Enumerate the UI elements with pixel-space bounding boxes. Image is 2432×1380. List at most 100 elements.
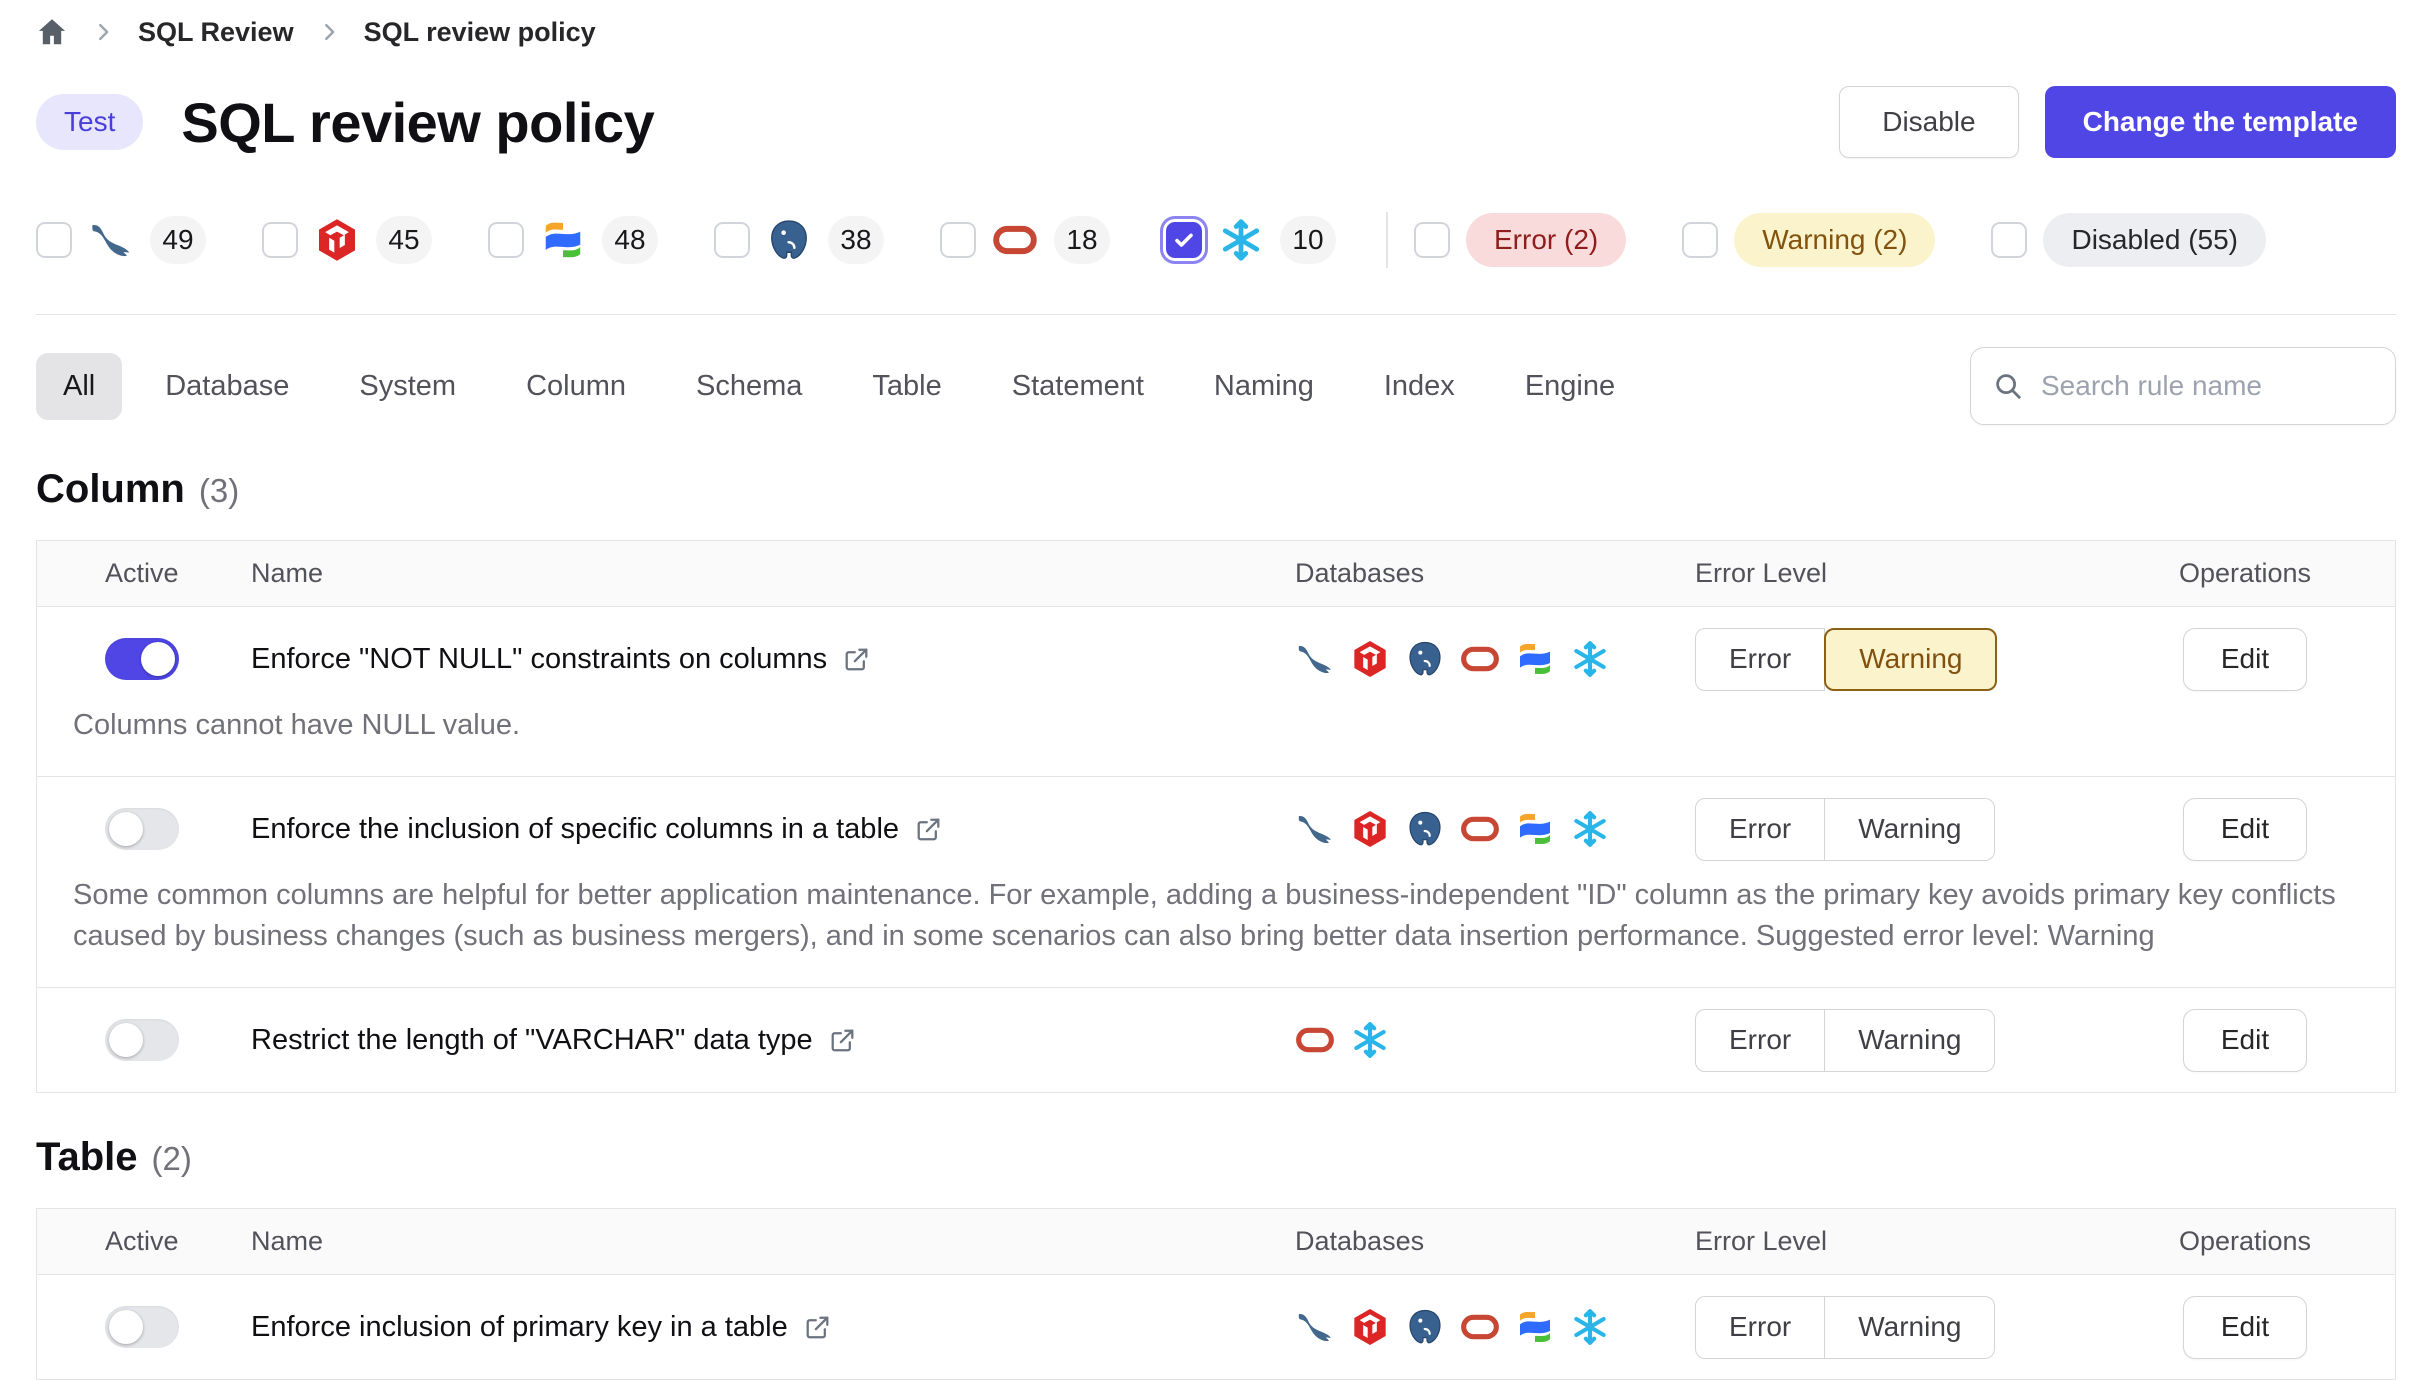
breadcrumb-current: SQL review policy <box>363 16 596 47</box>
toggle-knob <box>141 642 175 676</box>
active-toggle[interactable] <box>105 808 179 850</box>
mysql-icon <box>1295 1307 1335 1347</box>
rule-name-cell: Enforce "NOT NULL" constraints on column… <box>251 643 1295 676</box>
column-header-name: Name <box>251 558 324 588</box>
error-level-button[interactable]: Error <box>1695 1008 1826 1072</box>
warning-level-button[interactable]: Warning <box>1824 627 1998 691</box>
engine-filter-snowflake[interactable]: 10 <box>1160 216 1336 264</box>
checkbox[interactable] <box>36 222 72 258</box>
table-header-row: Active Name Databases Error Level Operations <box>37 1209 2395 1275</box>
external-link-icon[interactable] <box>804 1314 831 1341</box>
column-header-active: Active <box>105 558 179 588</box>
checkbox[interactable] <box>1991 222 2028 258</box>
rule-name: Restrict the length of "VARCHAR" data ty… <box>251 1023 813 1056</box>
disable-button[interactable]: Disable <box>1839 86 2019 158</box>
change-template-button[interactable]: Change the template <box>2044 86 2396 158</box>
rule-description: Columns cannot have NULL value. <box>73 709 521 741</box>
checkbox[interactable] <box>1414 222 1450 258</box>
column-header-name: Name <box>251 1226 324 1256</box>
filter-row: 49 45 48 38 18 10 Error (2) Warning (2) Disable… <box>36 212 2396 268</box>
checkbox[interactable] <box>1682 222 1719 258</box>
active-cell <box>37 808 251 850</box>
rule-row-main: Enforce "NOT NULL" constraints on column… <box>37 607 2395 711</box>
engine-filter-tidb[interactable]: 45 <box>262 216 432 264</box>
rule-name: Enforce "NOT NULL" constraints on column… <box>251 642 828 675</box>
engine-filter-oracle[interactable]: 18 <box>940 216 1110 264</box>
edit-button[interactable]: Edit <box>2182 627 2308 691</box>
edit-button[interactable]: Edit <box>2182 1295 2308 1359</box>
chevron-right-icon <box>318 21 340 43</box>
active-toggle[interactable] <box>105 638 179 680</box>
tab-naming[interactable]: Naming <box>1213 369 1314 402</box>
checkbox[interactable] <box>488 222 524 258</box>
engine-rule-count: 18 <box>1054 216 1110 264</box>
checkbox[interactable] <box>940 222 976 258</box>
mysql-icon <box>1295 809 1335 849</box>
mysql-icon <box>1295 639 1335 679</box>
home-icon[interactable] <box>36 16 68 48</box>
error-filter[interactable]: Error (2) <box>1414 213 1627 267</box>
external-link-icon[interactable] <box>915 816 942 843</box>
engine-filter-mysql[interactable]: 49 <box>36 216 206 264</box>
tab-database[interactable]: Database <box>165 369 290 402</box>
operations-cell: Edit <box>2095 797 2395 861</box>
oceanbase-icon <box>1515 1307 1555 1347</box>
postgresql-icon <box>766 217 812 263</box>
edit-button[interactable]: Edit <box>2182 797 2308 861</box>
toggle-knob <box>109 1023 143 1057</box>
warning-level-button[interactable]: Warning <box>1825 797 1996 861</box>
error-level-button[interactable]: Error <box>1695 627 1826 691</box>
tab-system[interactable]: System <box>359 369 457 402</box>
chevron-right-icon <box>92 21 114 43</box>
tab-index[interactable]: Index <box>1383 369 1455 402</box>
tidb-icon <box>1350 639 1390 679</box>
snowflake-icon <box>1218 217 1264 263</box>
engine-filter-postgresql[interactable]: 38 <box>714 216 884 264</box>
filter-divider <box>1386 212 1388 268</box>
checkbox[interactable] <box>262 222 298 258</box>
error-level-button[interactable]: Error <box>1695 1295 1826 1359</box>
rule-name: Enforce inclusion of primary key in a ta… <box>251 1310 788 1343</box>
column-header-databases: Databases <box>1295 1226 1425 1256</box>
tab-column[interactable]: Column <box>526 369 627 402</box>
tab-table[interactable]: Table <box>872 369 942 402</box>
tidb-icon <box>314 217 360 263</box>
active-toggle[interactable] <box>105 1306 179 1348</box>
engine-rule-count: 48 <box>602 216 658 264</box>
checkbox[interactable] <box>1160 216 1208 264</box>
toggle-knob <box>109 1310 143 1344</box>
warning-level-button[interactable]: Warning <box>1825 1295 1996 1359</box>
edit-button[interactable]: Edit <box>2182 1008 2308 1072</box>
error-count-pill: Error (2) <box>1466 213 1627 267</box>
column-header-operations: Operations <box>2178 1226 2312 1256</box>
disabled-filter[interactable]: Disabled (55) <box>1991 213 2266 267</box>
title-row: Test SQL review policy Disable Change th… <box>36 86 2396 158</box>
tab-statement[interactable]: Statement <box>1011 369 1144 402</box>
section-count: (3) <box>198 472 240 509</box>
active-cell <box>37 1306 251 1348</box>
error-level-button[interactable]: Error <box>1695 797 1826 861</box>
error-level-toggle: Error Warning <box>1695 797 2095 861</box>
rule-sections: Column (3) Active Name Databases Error Level O… <box>36 467 2396 1380</box>
search-input[interactable] <box>2039 369 2373 403</box>
column-header-active: Active <box>105 1226 179 1256</box>
warning-level-button[interactable]: Warning <box>1825 1008 1996 1072</box>
rule-table-column: Active Name Databases Error Level Operations… <box>36 540 2396 1093</box>
databases-cell <box>1295 1020 1695 1060</box>
active-toggle[interactable] <box>105 1019 179 1061</box>
checkbox[interactable] <box>714 222 750 258</box>
tab-schema[interactable]: Schema <box>696 369 803 402</box>
warning-count-pill: Warning (2) <box>1734 213 1936 267</box>
tidb-icon <box>1350 809 1390 849</box>
engine-filter-oceanbase[interactable]: 48 <box>488 216 658 264</box>
section-title: Table <box>36 1135 138 1179</box>
rule-row-main: Enforce the inclusion of specific column… <box>37 777 2395 881</box>
tab-engine[interactable]: Engine <box>1524 369 1616 402</box>
tab-all[interactable]: All <box>36 352 123 420</box>
external-link-icon[interactable] <box>843 646 870 673</box>
rule-table-table: Active Name Databases Error Level Operations… <box>36 1208 2396 1380</box>
breadcrumb-sql-review[interactable]: SQL Review <box>138 16 294 47</box>
warning-filter[interactable]: Warning (2) <box>1682 213 1936 267</box>
external-link-icon[interactable] <box>829 1027 856 1054</box>
